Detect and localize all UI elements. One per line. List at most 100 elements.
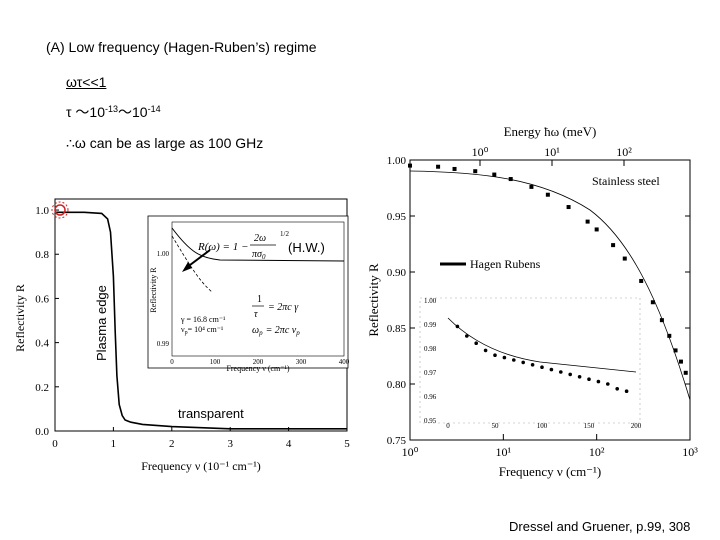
chart2-annotation: Stainless steel [592,174,660,188]
chart2-point [659,318,664,323]
chart2-point [408,163,412,168]
chart1-xlabel: Frequency ν (10⁻¹ cm⁻¹) [141,459,261,473]
chart2-point [611,243,616,248]
chart1-xticks: 0 1 2 3 4 5 [52,427,350,450]
transparent-label: transparent [178,406,244,421]
chart2-xlabel: Frequency ν (cm⁻¹) [499,464,602,479]
chart1-ytick-label: 0.8 [35,249,49,261]
inset2-point [483,348,488,353]
chart2-point [678,359,683,364]
chart2-point [667,333,672,338]
chart2-point [650,300,655,305]
chart2-point [673,348,678,353]
inset2-point [559,370,563,374]
inset2-data-points [455,324,629,394]
chart1-inset: 0 100 200 300 400 0.99 1.00 Frequency ν (cm⁻¹… [147,215,350,373]
inset1-xtick-label: 200 [253,358,264,366]
citation: Dressel and Gruener, p.99, 308 [509,519,691,534]
inset2-point [521,360,525,365]
chart1-reflectivity-line [55,211,347,430]
inset2-point [455,324,460,329]
chart2-point [473,169,478,174]
chart2-xticks: 10⁰ 10¹ 10² 10³ [402,434,698,459]
circle-marker-icon [51,201,69,219]
chart2-point [566,205,571,210]
stainless-steel-chart: 0.75 0.80 0.85 0.90 0.95 1.00 10⁰ 10¹ 10² 10³ 10… [366,125,698,479]
inset1-gamma-label: γ = 16.8 cm⁻¹ [180,315,226,324]
inset1-formula-num: 2ω [254,233,266,244]
chart2-yticks: 0.75 0.80 0.85 0.90 0.95 1.00 [387,155,690,447]
inset2-ytick-label: 0.97 [424,369,437,377]
inset2-point [493,353,497,358]
inset2-point [587,377,591,382]
inset2-point [549,367,554,372]
chart2-top-tick-label: 10⁰ [472,145,489,159]
inset2-point [577,375,582,379]
chart2-ytick-label: 1.00 [387,155,407,167]
chart1-ytick-label: 0.6 [35,293,49,305]
chart2-top-ticks: 10⁰ 10¹ 10² [472,145,632,166]
inset2-point [606,382,610,386]
inset1-frame [171,221,345,357]
omega-tau-condition: ωτ<<1 [66,74,107,90]
chart2-xtick-label: 10³ [682,445,698,459]
chart2-point [594,227,599,232]
chart2-frame [409,159,691,441]
inset2-point [615,387,619,391]
chart2-ytick-label: 0.90 [387,267,407,279]
chart1-ytick-label: 0.0 [35,426,49,438]
inset2-ytick-label: 0.95 [424,417,437,425]
chart2-top-axis-label: Energy ħω (meV) [504,125,597,139]
chart2-point [545,192,550,197]
inset2-point [540,365,544,370]
inset1-xtick-label: 400 [339,358,350,366]
chart2-point [585,219,590,224]
inset2-ytick-label: 0.99 [424,321,437,329]
chart2-xtick-label: 10⁰ [402,445,419,459]
chart2-point [529,184,534,189]
chart2-ytick-label: 0.75 [387,435,407,447]
reflectivity-plasma-chart: 0.0 0.2 0.4 0.6 0.8 1.0 0 1 2 3 4 5 Reflectivity R… [13,198,350,473]
chart2-data-points [408,163,688,375]
inset2-xtick-label: 200 [631,422,642,430]
chart2-ytick-label: 0.80 [387,379,407,391]
svg-text:= 2πc γ: = 2πc γ [268,302,299,313]
inset1-ylabel: Reflectivity R [149,267,158,313]
chart2-point [639,278,644,283]
chart2-xtick-label: 10² [589,445,605,459]
chart2-xtick-label: 10¹ [496,445,512,459]
inset1-ytick-label: 1.00 [157,250,170,258]
slide-title: (A) Low frequency (Hagen-Ruben’s) regime [46,39,317,55]
inset1-xlabel: Frequency ν (cm⁻¹) [226,364,289,373]
svg-text:νp= 10⁴ cm⁻¹: νp= 10⁴ cm⁻¹ [181,325,224,336]
chart1-xtick-label: 5 [344,438,350,450]
inset2-xtick-label: 50 [492,422,500,430]
chart1-ytick-label: 1.0 [35,205,49,217]
chart2-point [492,172,497,177]
hw-arrow-icon [182,249,211,272]
inset2-point [568,372,572,377]
inset2-ytick-label: 0.96 [424,393,437,401]
chart2-legend: Hagen Rubens [470,257,541,271]
inset2-point [624,389,629,394]
inset2-ytick-label: 0.98 [424,345,437,353]
chart2-top-tick-label: 10¹ [544,145,560,159]
chart2-point [452,166,457,171]
inset2-point [465,334,469,338]
chart2-inset: 0.95 0.96 0.97 0.98 0.99 1.00 0 50 100 150 200 [419,297,642,430]
svg-text:τ: τ [254,309,258,320]
chart2-point [683,370,688,375]
inset2-xtick-label: 100 [537,422,548,430]
inset1-ytick-label: 0.99 [157,340,170,348]
chart1-xtick-label: 3 [227,438,233,450]
inset2-point [502,355,507,360]
inset1-xtick-label: 100 [210,358,221,366]
chart2-point [508,177,513,182]
chart2-ytick-label: 0.95 [387,211,407,223]
inset1-curve [171,227,345,262]
chart1-xtick-label: 4 [286,438,292,450]
chart1-ytick-label: 0.4 [35,338,49,350]
chart2-ytick-label: 0.85 [387,323,407,335]
inset1-xtick-label: 0 [170,358,174,366]
chart1-xtick-label: 1 [111,438,117,450]
